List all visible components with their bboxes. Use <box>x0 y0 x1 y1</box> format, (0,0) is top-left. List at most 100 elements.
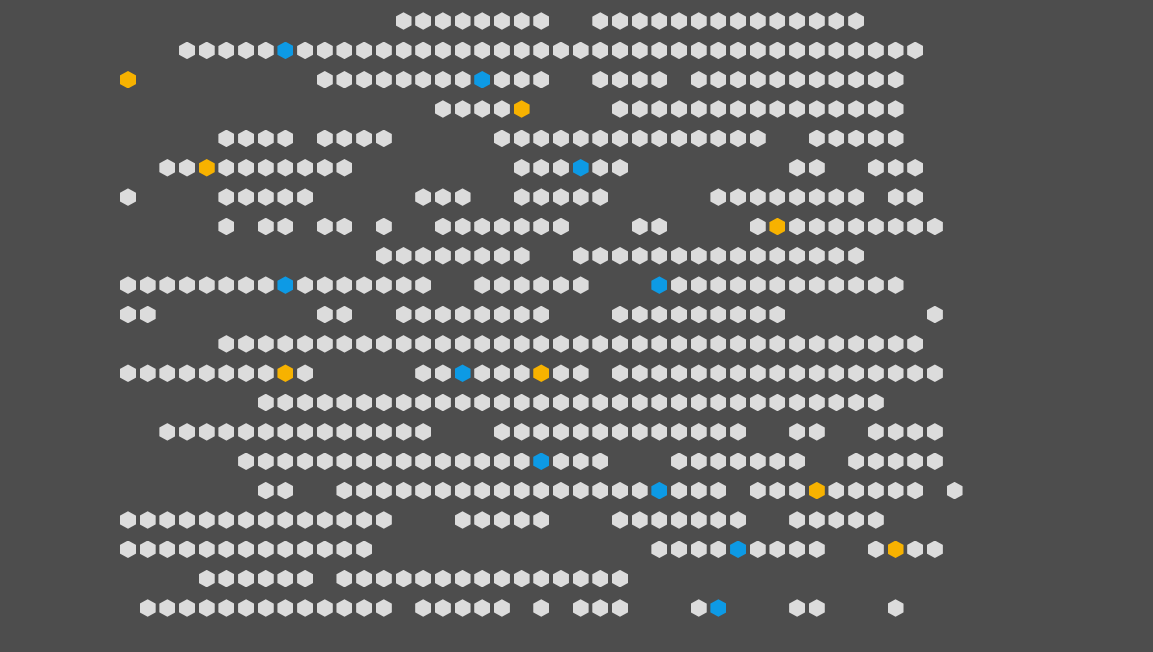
hexagon-cell[interactable] <box>867 423 884 441</box>
hexagon-cell[interactable] <box>493 100 510 118</box>
hexagon-cell[interactable] <box>159 159 176 177</box>
hexagon-cell[interactable] <box>493 423 510 441</box>
hexagon-cell[interactable] <box>651 364 668 382</box>
hexagon-cell[interactable] <box>671 247 688 265</box>
hexagon-cell[interactable] <box>671 452 688 470</box>
hexagon-cell[interactable] <box>749 217 766 236</box>
hexagon-cell[interactable] <box>415 423 432 441</box>
hexagon-cell[interactable] <box>257 276 274 294</box>
hexagon-cell[interactable] <box>533 481 550 500</box>
hexagon-cell[interactable] <box>631 511 648 529</box>
hexagon-cell[interactable] <box>120 540 136 559</box>
hexagon-cell[interactable] <box>238 452 255 470</box>
hexagon-cell[interactable] <box>789 188 806 206</box>
hexagon-cell[interactable] <box>336 393 353 412</box>
hexagon-cell[interactable] <box>297 364 314 382</box>
hexagon-cell[interactable] <box>257 599 274 617</box>
hexagon-cell[interactable] <box>120 364 136 382</box>
hexagon-cell[interactable] <box>336 599 353 617</box>
hexagon-cell[interactable] <box>592 159 609 177</box>
hexagon-cell[interactable] <box>415 364 432 382</box>
hexagon-cell[interactable] <box>434 247 451 265</box>
hexagon-cell[interactable] <box>198 364 215 382</box>
hexagon-cell[interactable] <box>336 335 353 353</box>
hexagon-cell[interactable] <box>454 569 471 588</box>
hexagon-cell[interactable] <box>808 70 825 89</box>
hexagon-cell[interactable] <box>533 599 550 617</box>
hexagon-cell[interactable] <box>592 452 609 470</box>
hexagon-cell[interactable] <box>848 247 865 265</box>
hexagon-cell[interactable] <box>316 393 333 412</box>
hexagon-cell[interactable] <box>808 423 825 441</box>
hexagon-cell[interactable] <box>769 70 786 89</box>
hexagon-cell[interactable] <box>651 423 668 441</box>
hexagon-cell[interactable] <box>238 364 255 382</box>
hexagon-cell[interactable] <box>730 70 747 89</box>
hexagon-cell[interactable] <box>454 305 471 324</box>
hexagon-cell[interactable] <box>631 393 648 412</box>
hexagon-cell[interactable] <box>257 217 274 236</box>
hexagon-cell[interactable] <box>238 276 255 294</box>
hexagon-cell[interactable] <box>867 335 884 353</box>
hexagon-cell[interactable] <box>454 70 471 89</box>
hexagon-cell[interactable] <box>493 393 510 412</box>
hexagon-cell[interactable] <box>159 276 176 294</box>
hexagon-cell[interactable] <box>887 423 904 441</box>
hexagon-cell[interactable] <box>297 599 314 617</box>
hexagon-cell[interactable] <box>612 393 628 412</box>
hexagon-cell[interactable] <box>552 423 569 441</box>
hexagon-cell[interactable] <box>493 276 510 294</box>
hexagon-cell-blue[interactable] <box>277 276 294 294</box>
hexagon-cell[interactable] <box>887 159 904 177</box>
hexagon-cell[interactable] <box>336 41 353 60</box>
hexagon-cell[interactable] <box>395 276 412 294</box>
hexagon-cell[interactable] <box>592 41 609 60</box>
hexagon-cell[interactable] <box>277 511 294 529</box>
hexagon-cell[interactable] <box>749 12 766 30</box>
hexagon-cell[interactable] <box>690 247 707 265</box>
hexagon-cell[interactable] <box>710 335 727 353</box>
hexagon-cell[interactable] <box>552 393 569 412</box>
hexagon-cell[interactable] <box>710 364 727 382</box>
hexagon-cell[interactable] <box>375 423 392 441</box>
hexagon-cell[interactable] <box>493 247 510 265</box>
hexagon-cell[interactable] <box>454 100 471 118</box>
hexagon-cell[interactable] <box>415 393 432 412</box>
hexagon-cell[interactable] <box>218 188 235 206</box>
hexagon-cell[interactable] <box>552 452 569 470</box>
hexagon-cell[interactable] <box>867 540 884 559</box>
hexagon-cell[interactable] <box>218 159 235 177</box>
hexagon-cell[interactable] <box>710 12 727 30</box>
hexagon-cell[interactable] <box>493 12 510 30</box>
hexagon-cell[interactable] <box>454 41 471 60</box>
hexagon-cell[interactable] <box>297 41 314 60</box>
hexagon-cell[interactable] <box>395 393 412 412</box>
hexagon-cell[interactable] <box>710 247 727 265</box>
hexagon-cell[interactable] <box>218 569 235 588</box>
hexagon-cell[interactable] <box>257 569 274 588</box>
hexagon-cell[interactable] <box>848 393 865 412</box>
hexagon-cell[interactable] <box>848 217 865 236</box>
hexagon-cell[interactable] <box>808 159 825 177</box>
hexagon-cell[interactable] <box>395 335 412 353</box>
hexagon-cell[interactable] <box>749 540 766 559</box>
hexagon-cell[interactable] <box>651 12 668 30</box>
hexagon-cell[interactable] <box>218 364 235 382</box>
hexagon-cell[interactable] <box>769 188 786 206</box>
hexagon-cell[interactable] <box>415 452 432 470</box>
hexagon-cell[interactable] <box>277 599 294 617</box>
hexagon-cell[interactable] <box>533 129 550 148</box>
hexagon-cell[interactable] <box>631 247 648 265</box>
hexagon-cell[interactable] <box>769 100 786 118</box>
hexagon-cell[interactable] <box>218 599 235 617</box>
hexagon-cell-blue[interactable] <box>277 41 294 60</box>
hexagon-cell[interactable] <box>513 305 530 324</box>
hexagon-cell[interactable] <box>612 481 628 500</box>
hexagon-cell[interactable] <box>887 335 904 353</box>
hexagon-cell[interactable] <box>631 364 648 382</box>
hexagon-cell-orange[interactable] <box>513 100 530 118</box>
hexagon-cell[interactable] <box>907 452 924 470</box>
hexagon-cell[interactable] <box>513 569 530 588</box>
hexagon-cell[interactable] <box>572 452 589 470</box>
hexagon-cell[interactable] <box>867 481 884 500</box>
